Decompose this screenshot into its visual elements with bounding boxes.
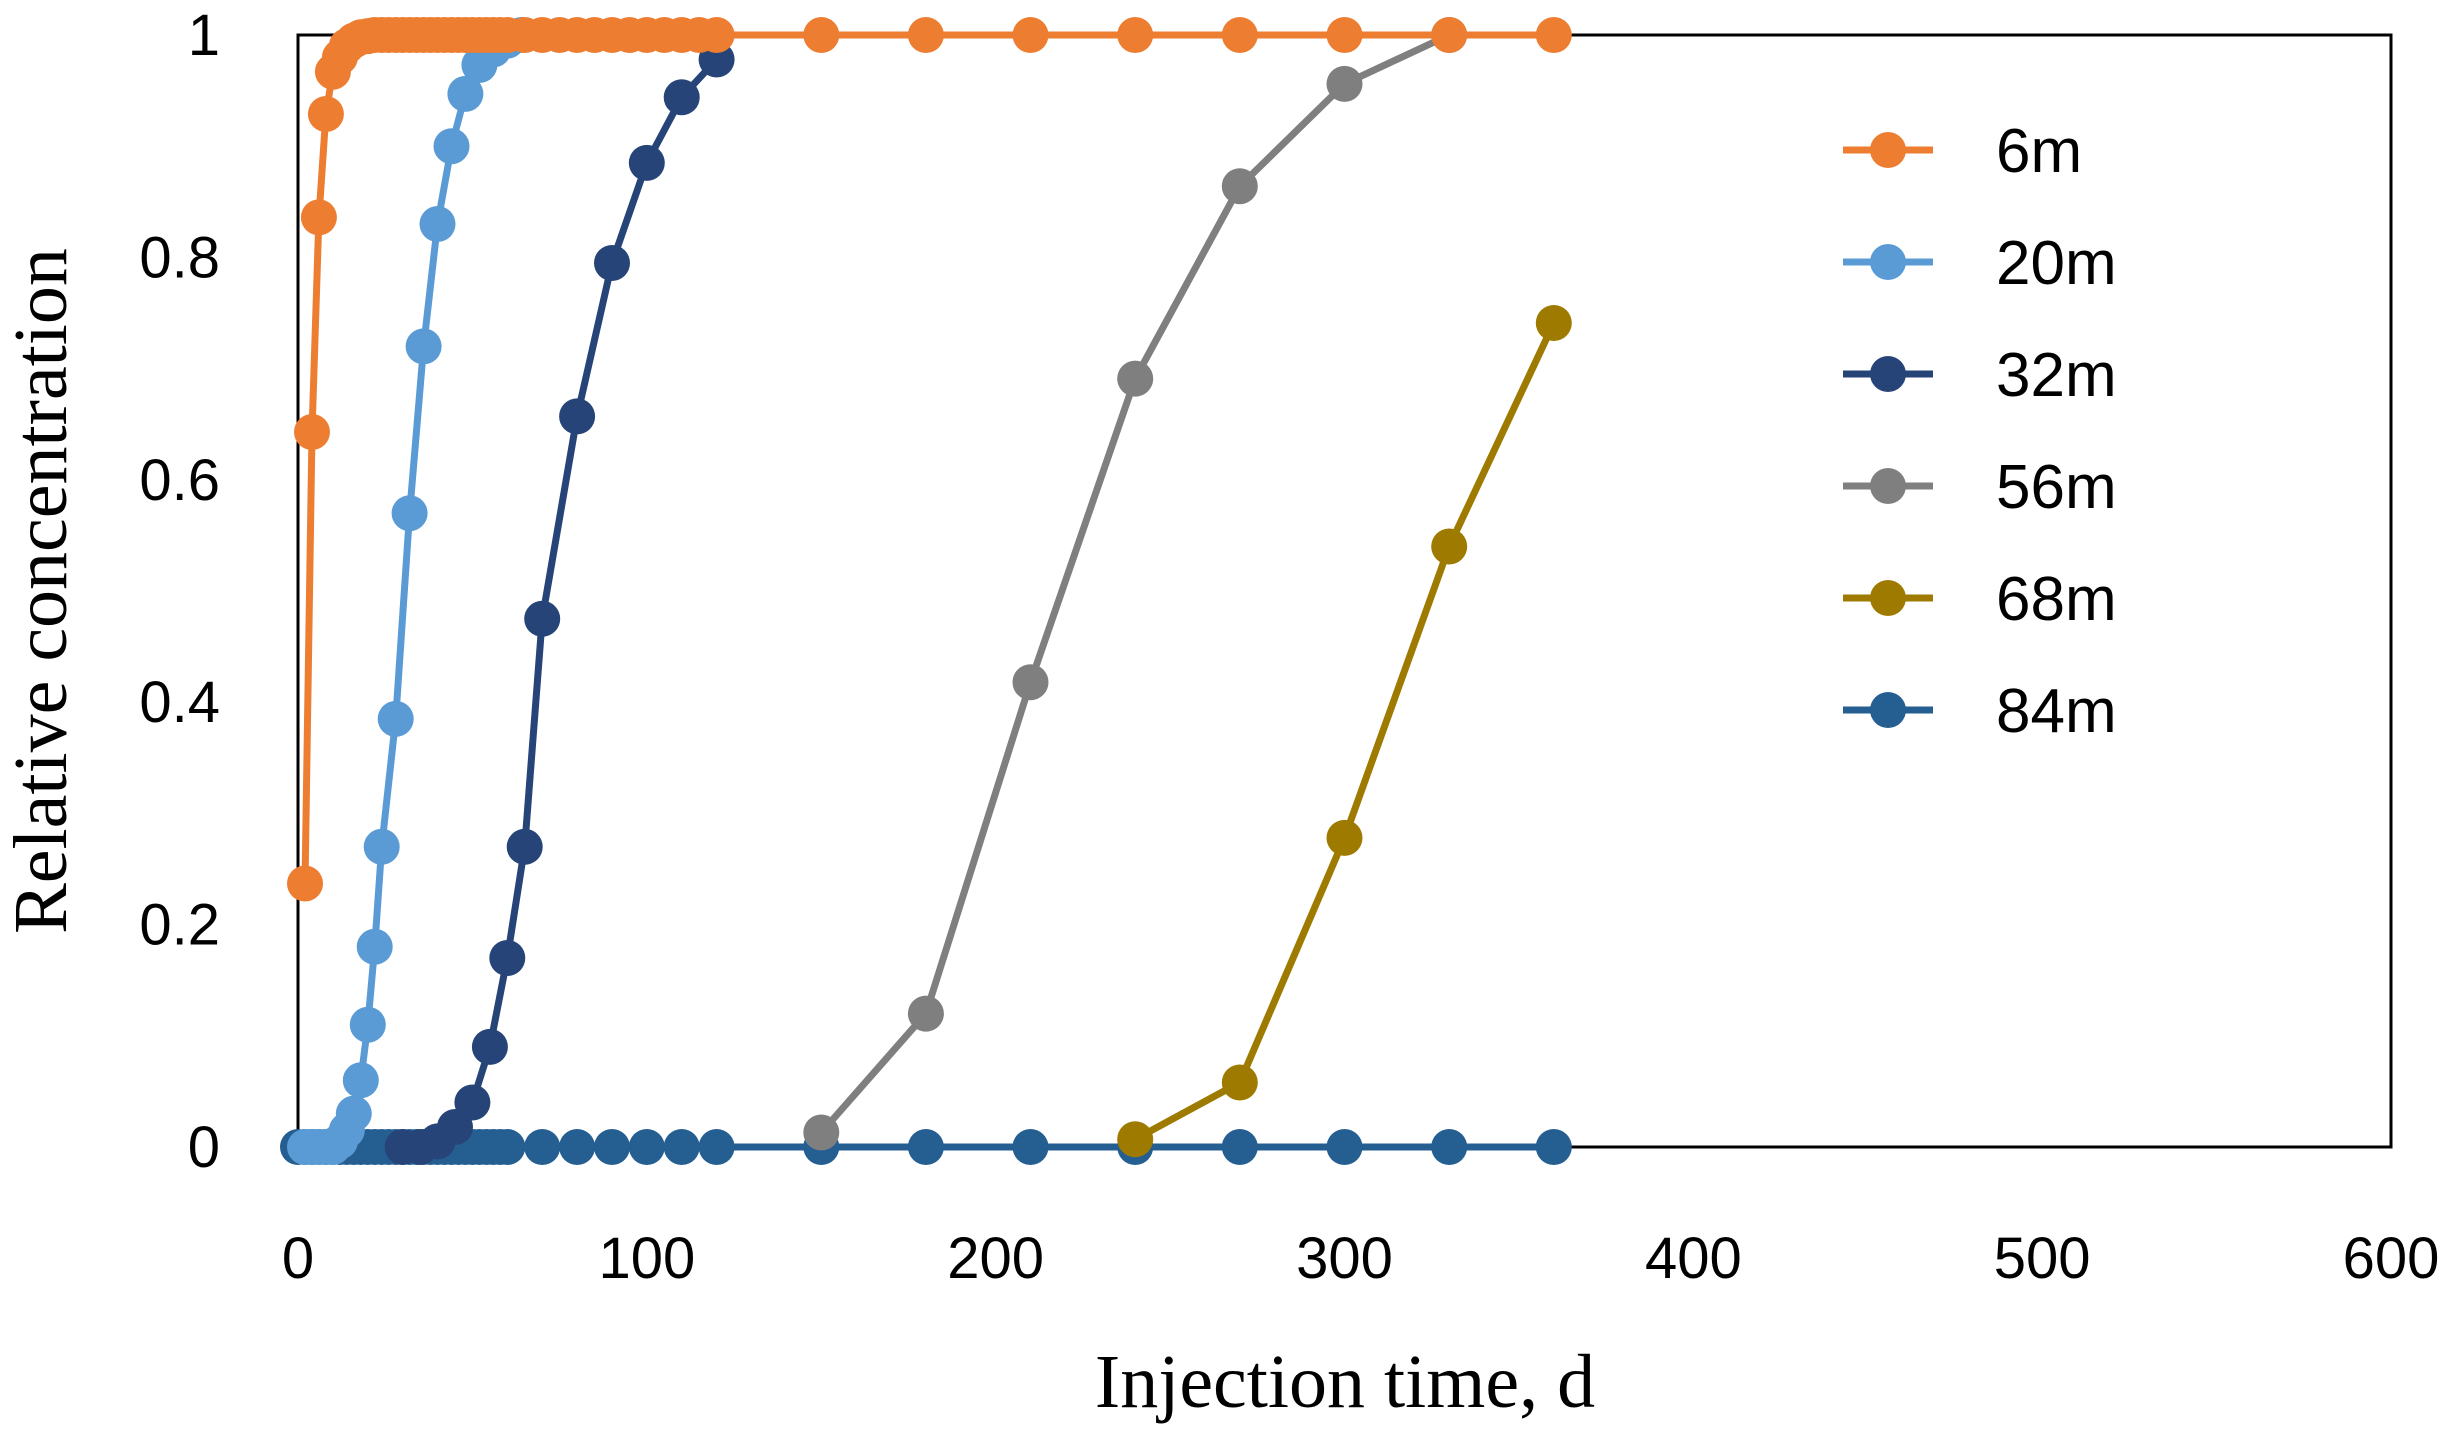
data-point	[559, 398, 596, 435]
legend: 6m 20m 32m 56m 68m 84m	[1843, 117, 2117, 746]
data-point	[1117, 360, 1154, 397]
series-32m	[384, 41, 735, 1165]
data-point	[294, 414, 330, 450]
data-point	[628, 144, 665, 181]
data-point	[907, 1129, 944, 1165]
data-point	[1326, 1129, 1363, 1165]
data-point	[1012, 664, 1049, 701]
y-axis-title: Relative concentration	[0, 248, 83, 934]
legend-entry-68m: 68m	[1843, 565, 2117, 634]
data-point	[471, 1028, 508, 1065]
legend-marker-swatch	[1870, 356, 1906, 392]
data-point	[356, 928, 393, 965]
series-layer	[280, 17, 1572, 1165]
data-point	[1012, 17, 1049, 53]
legend-label: 32m	[1996, 341, 2117, 410]
data-point	[1326, 65, 1363, 102]
data-point	[1221, 17, 1258, 53]
data-point	[594, 1129, 630, 1165]
data-point	[363, 828, 400, 865]
legend-label: 56m	[1996, 453, 2117, 522]
y-tick-label: 0.4	[139, 670, 220, 735]
data-point	[377, 700, 414, 737]
x-tick-label: 100	[598, 1226, 695, 1291]
data-point	[907, 17, 944, 53]
data-point	[419, 206, 456, 242]
data-point	[663, 79, 700, 116]
data-point	[489, 1129, 526, 1165]
legend-marker-swatch	[1870, 244, 1906, 280]
data-point	[300, 199, 337, 236]
data-point	[405, 328, 442, 365]
y-tick-label: 0.2	[139, 893, 220, 958]
legend-marker-swatch	[1870, 692, 1906, 728]
data-point	[489, 940, 526, 976]
data-point	[454, 1084, 491, 1121]
data-point	[524, 600, 561, 637]
data-point	[698, 1129, 735, 1165]
x-tick-label: 200	[947, 1226, 1044, 1291]
y-tick-label: 0.8	[139, 225, 220, 290]
data-point	[594, 245, 630, 281]
legend-label: 68m	[1996, 565, 2117, 634]
data-point	[1535, 305, 1572, 341]
data-point	[447, 75, 484, 112]
x-tick-label: 300	[1296, 1226, 1393, 1291]
data-point	[1326, 17, 1363, 53]
data-point	[1431, 17, 1468, 53]
legend-entry-20m: 20m	[1843, 229, 2117, 298]
series-68m	[1117, 305, 1572, 1158]
x-axis-tick-labels: 0 100 200 300 400 500 600	[282, 1226, 2440, 1291]
data-point	[524, 1129, 561, 1165]
series-6m	[287, 17, 1572, 902]
data-point	[287, 865, 323, 902]
y-tick-label: 0	[188, 1115, 220, 1180]
data-point	[349, 1006, 386, 1043]
data-point	[342, 1062, 379, 1099]
data-point	[1012, 1129, 1049, 1165]
y-tick-label: 1	[188, 3, 220, 68]
legend-entry-56m: 56m	[1843, 453, 2117, 522]
data-point	[559, 1129, 596, 1165]
data-point	[1535, 1129, 1572, 1165]
legend-label: 20m	[1996, 229, 2117, 298]
legend-marker-swatch	[1870, 468, 1906, 504]
plot-area-frame	[296, 33, 2393, 1149]
data-point	[803, 17, 840, 53]
legend-label: 6m	[1996, 117, 2082, 186]
legend-marker-swatch	[1870, 132, 1906, 168]
data-point	[1221, 168, 1258, 205]
data-point	[1535, 17, 1572, 53]
legend-label: 84m	[1996, 677, 2117, 746]
data-point	[628, 1129, 665, 1165]
data-point	[1431, 1129, 1468, 1165]
x-tick-label: 400	[1645, 1226, 1742, 1291]
data-point	[663, 1129, 700, 1165]
data-point	[907, 995, 944, 1032]
x-tick-label: 0	[282, 1226, 314, 1291]
x-tick-label: 500	[1994, 1226, 2091, 1291]
data-point	[1326, 819, 1363, 856]
y-tick-label: 0.6	[139, 448, 220, 513]
data-point	[1117, 1121, 1154, 1158]
data-point	[391, 495, 428, 532]
y-axis-tick-labels: 0 0.2 0.4 0.6 0.8 1	[139, 3, 220, 1180]
legend-entry-84m: 84m	[1843, 677, 2117, 746]
x-axis-title: Injection time, d	[1095, 1340, 1595, 1424]
data-point	[1431, 528, 1468, 565]
data-point	[803, 1114, 840, 1151]
data-point	[433, 128, 470, 165]
data-point	[1221, 1064, 1258, 1101]
data-point	[307, 96, 344, 132]
data-point	[1117, 17, 1154, 53]
legend-marker-swatch	[1870, 580, 1906, 616]
data-point	[698, 17, 735, 53]
data-point	[335, 1095, 372, 1132]
data-point	[506, 828, 543, 865]
legend-entry-32m: 32m	[1843, 341, 2117, 410]
data-point	[1221, 1129, 1258, 1165]
legend-entry-6m: 6m	[1843, 117, 2082, 186]
x-tick-label: 600	[2343, 1226, 2440, 1291]
